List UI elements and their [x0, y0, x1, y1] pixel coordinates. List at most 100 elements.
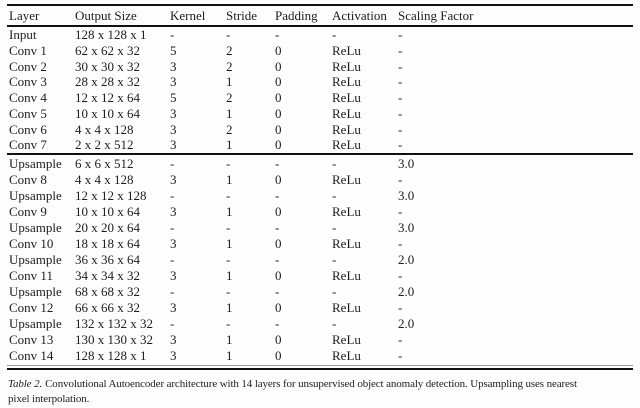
- table-cell: 1: [226, 300, 233, 316]
- table-cell: Conv 7: [9, 137, 47, 153]
- table-row: Conv 2 30 x 30 x 32 3 2 0 ReLu -: [9, 58, 633, 74]
- table-cell: 12 x 12 x 128: [75, 187, 147, 203]
- table-cell: 3: [170, 74, 177, 90]
- table-cell: -: [398, 121, 403, 137]
- table-cell: 128 x 128 x 1: [75, 348, 147, 364]
- table-cell: 0: [275, 203, 282, 219]
- table-row: Upsample 132 x 132 x 32 - - - - 2.0: [9, 316, 633, 332]
- table-cell: -: [275, 27, 280, 43]
- table-cell: 0: [275, 121, 282, 137]
- table-cell: -: [332, 284, 337, 300]
- table-cell: 0: [275, 268, 282, 284]
- table-cell: 3: [170, 300, 177, 316]
- table-cell: 3: [170, 236, 177, 252]
- column-header-padding: Padding: [275, 7, 318, 23]
- table-cell: 128 x 128 x 1: [75, 27, 147, 43]
- table-cell: -: [332, 316, 337, 332]
- table-cell: -: [275, 316, 280, 332]
- table-cell: Conv 13: [9, 332, 54, 348]
- table-cell: -: [170, 220, 175, 235]
- table-cell: 6 x 6 x 512: [75, 155, 134, 171]
- table-row: Conv 14 128 x 128 x 1 3 1 0 ReLu -: [9, 348, 633, 364]
- table-cell: -: [275, 155, 280, 171]
- table-cell: ReLu: [332, 74, 361, 90]
- table-cell: -: [398, 332, 403, 348]
- table-cell: Conv 11: [9, 268, 53, 284]
- table-cell: 0: [275, 58, 282, 74]
- table-cell: ReLu: [332, 58, 361, 74]
- table-cell: ReLu: [332, 203, 361, 219]
- table-cell: -: [332, 155, 337, 171]
- table-cell: 2: [226, 90, 233, 106]
- table-cell: -: [398, 74, 403, 90]
- table-row: Conv 7 2 x 2 x 512 3 1 0 ReLu -: [9, 137, 633, 153]
- table-cell: 0: [275, 42, 282, 58]
- caption-text-line2: pixel interpolation.: [8, 393, 90, 405]
- table-cell: 30 x 30 x 32: [75, 58, 140, 74]
- table-cell: -: [275, 187, 280, 203]
- table-cell: -: [398, 58, 403, 74]
- table-cell: Conv 8: [9, 171, 47, 187]
- table-cell: -: [332, 27, 337, 43]
- table-cell: Conv 3: [9, 74, 47, 90]
- table-cell: 0: [275, 90, 282, 106]
- table-cell: 3: [170, 203, 177, 219]
- table-section-encoder: Input 128 x 128 x 1- - - - - Conv 1 62 x 62 x 3…: [9, 27, 633, 153]
- caption-label: Table 2.: [8, 378, 43, 390]
- table-cell: -: [332, 220, 337, 235]
- column-header-stride: Stride: [226, 7, 258, 23]
- table-cell: 3: [170, 348, 177, 364]
- table-cell: 1: [226, 236, 233, 252]
- table-cell: 3.0: [398, 155, 415, 171]
- column-header-activation: Activation: [332, 7, 387, 23]
- table-cell: Conv 10: [9, 236, 54, 252]
- table-top-rule: [7, 3, 633, 6]
- column-header-scaling-factor: Scaling Factor: [398, 7, 474, 23]
- table-row: Upsample 20 x 20 x 64 - - - - 3.0: [9, 219, 633, 235]
- table-row: Conv 11 34 x 34 x 32 3 1 0 ReLu -: [9, 268, 633, 284]
- table-cell: 0: [275, 171, 282, 187]
- table-cell: -: [275, 220, 280, 235]
- table-cell: 0: [275, 300, 282, 316]
- table-cell: 5: [170, 42, 177, 58]
- table-cell: 28 x 28 x 32: [75, 74, 140, 90]
- table-cell: 3: [170, 332, 177, 348]
- table-row: Conv 1 62 x 62 x 32 5 2 0 ReLu -: [9, 43, 633, 59]
- table-cell: 1: [226, 268, 233, 284]
- table-cell: -: [398, 27, 403, 43]
- table-cell: -: [226, 220, 231, 235]
- table-cell: 10 x 10 x 64: [75, 105, 140, 121]
- table-cell: 1: [226, 332, 233, 348]
- table-row: Conv 13 130 x 130 x 32 3 1 0 ReLu -: [9, 332, 633, 348]
- table-row: Upsample 68 x 68 x 32 - - - - 2.0: [9, 284, 633, 300]
- table-cell: ReLu: [332, 171, 361, 187]
- table-cell: 1: [226, 105, 233, 121]
- table-cell: Upsample: [9, 316, 62, 332]
- table-cell: -: [275, 252, 280, 268]
- table-row: Conv 5 10 x 10 x 64 3 1 0 ReLu -: [9, 106, 633, 122]
- table-cell: 18 x 18 x 64: [75, 236, 140, 252]
- table-cell: -: [398, 105, 403, 121]
- table-cell: Upsample: [9, 155, 62, 171]
- table-cell: 0: [275, 137, 282, 153]
- table-cell: 20 x 20 x 64: [75, 220, 140, 235]
- table-cell: Conv 5: [9, 105, 47, 121]
- table-row: Conv 9 10 x 10 x 64 3 1 0 ReLu -: [9, 203, 633, 219]
- table-cell: 3.0: [398, 187, 415, 203]
- column-header-layer: Layer: [9, 7, 40, 23]
- table-cell: ReLu: [332, 137, 361, 153]
- table-cell: 2: [226, 42, 233, 58]
- table-row: Conv 6 4 x 4 x 128 3 2 0 ReLu -: [9, 121, 633, 137]
- table-cell: -: [398, 348, 403, 364]
- table-cell: 0: [275, 74, 282, 90]
- table-cell: -: [398, 137, 403, 153]
- table-cell: 2.0: [398, 284, 415, 300]
- table-cell: 5: [170, 90, 177, 106]
- table-cell: -: [170, 252, 175, 268]
- table-cell: 10 x 10 x 64: [75, 203, 140, 219]
- table-cell: -: [170, 284, 175, 300]
- table-cell: 4 x 4 x 128: [75, 171, 134, 187]
- table-cell: Conv 2: [9, 58, 47, 74]
- table-cell: 3: [170, 121, 177, 137]
- table-cell: 2 x 2 x 512: [75, 137, 134, 153]
